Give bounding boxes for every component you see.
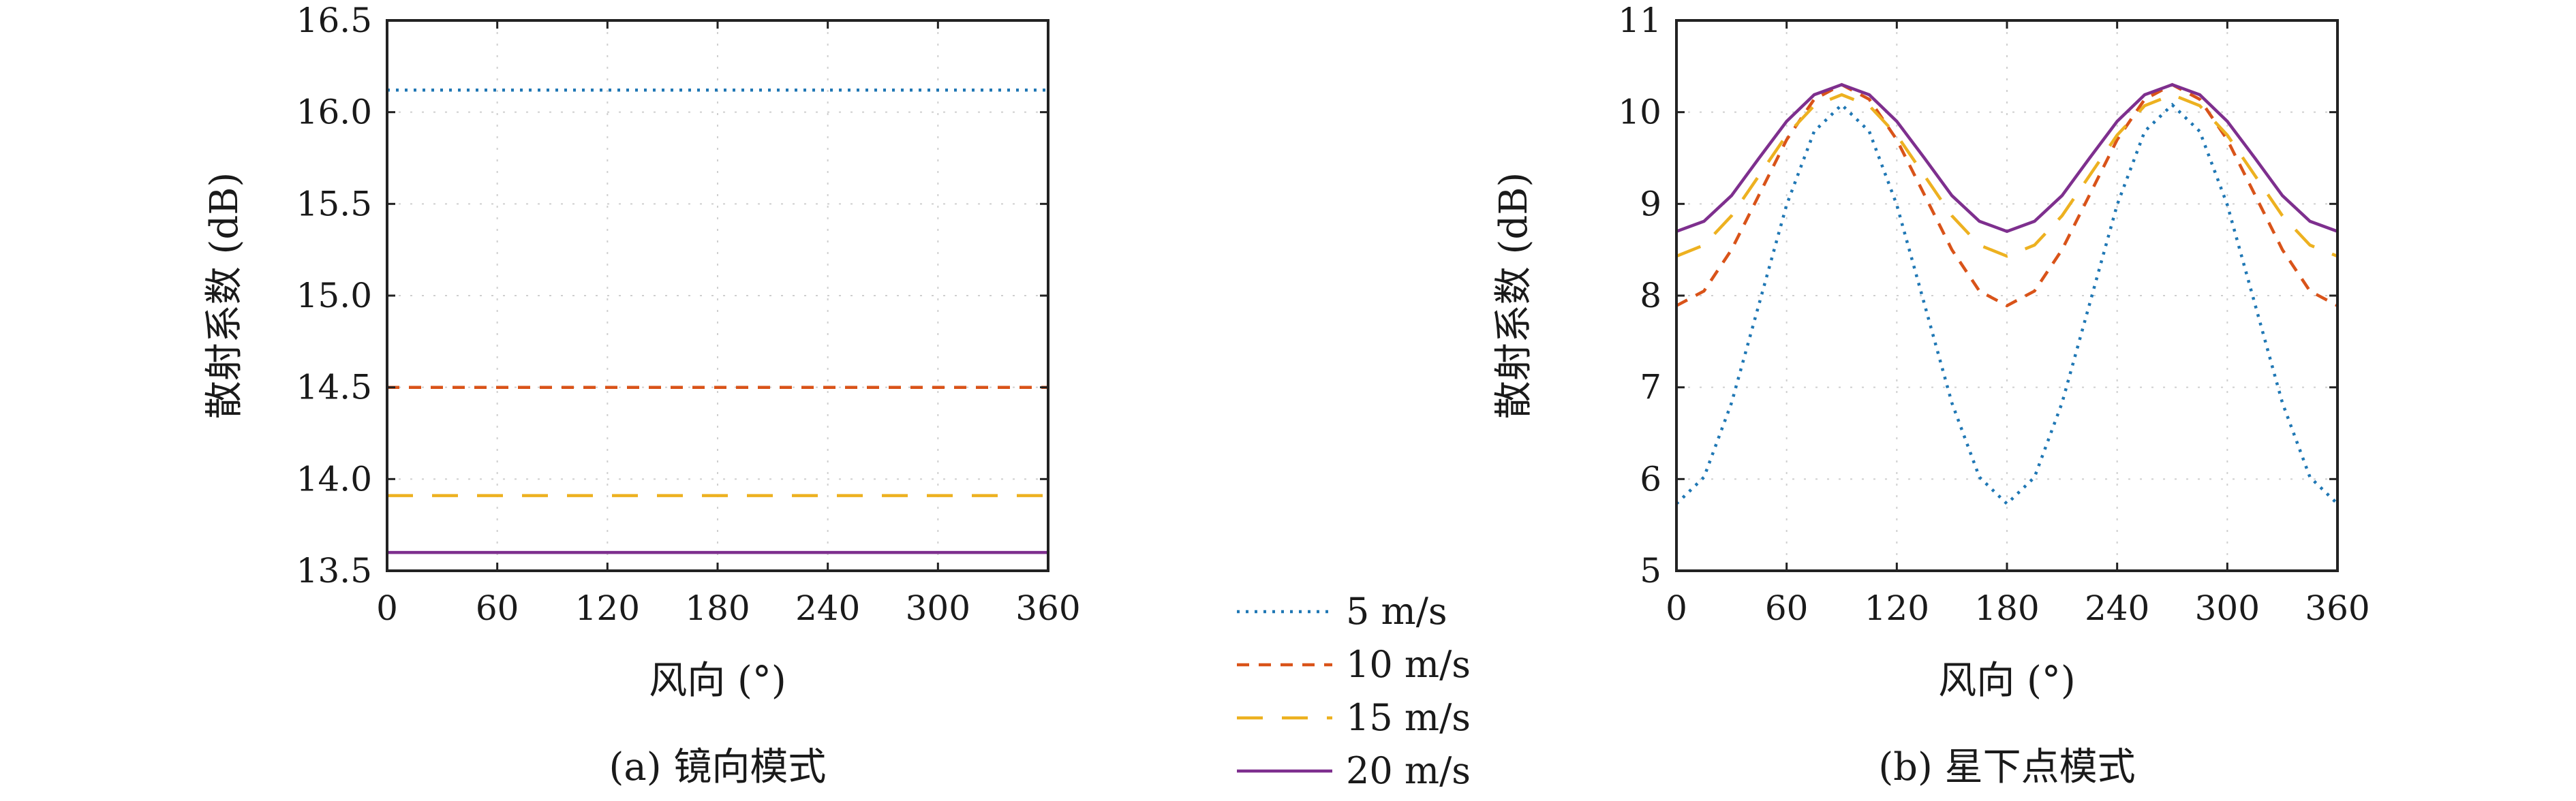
panel-caption: (a) 镜向模式 [609,745,827,789]
y-tick-label: 13.5 [296,551,372,591]
x-axis-label: 风向 (°) [1938,659,2076,703]
y-tick-label: 14.5 [296,368,372,407]
x-tick-label: 240 [2085,588,2149,628]
y-tick-label: 11 [1618,1,1661,40]
series-line-10-m-s [1675,82,2339,308]
x-tick-label: 60 [476,588,519,628]
y-axis-label: 散射系数 (dB) [202,172,247,420]
series-line-20-m-s [1676,82,2338,234]
legend-label: 20 m/s [1346,749,1471,792]
x-tick-label: 120 [1865,588,1929,628]
series-line-15-m-s [1676,93,2338,258]
y-tick-label: 16.5 [296,1,372,40]
y-tick-label: 5 [1640,551,1661,591]
x-tick-label: 300 [906,588,970,628]
x-axis-label: 风向 (°) [649,659,786,703]
y-tick-label: 14.0 [296,459,372,499]
y-tick-label: 16.0 [296,93,372,132]
panel-caption: (b) 星下点模式 [1878,745,2135,789]
y-tick-label: 10 [1618,93,1661,132]
y-tick-label: 9 [1640,184,1661,223]
x-tick-label: 0 [376,588,398,628]
x-tick-label: 240 [795,588,860,628]
y-tick-label: 8 [1640,276,1661,315]
x-tick-label: 300 [2195,588,2260,628]
x-tick-label: 120 [575,588,640,628]
y-axis-label: 散射系数 (dB) [1492,172,1536,420]
legend: 5 m/s 10 m/s 15 m/s 20 m/s [1237,590,1471,792]
x-tick-label: 360 [1015,588,1080,628]
legend-label: 10 m/s [1346,643,1471,686]
y-tick-label: 15.5 [296,184,372,223]
series-line-5-m-s [1675,102,2339,506]
y-tick-label: 7 [1640,368,1661,407]
y-tick-label: 6 [1640,459,1661,499]
y-tick-label: 15.0 [296,276,372,315]
legend-label: 5 m/s [1346,590,1447,633]
chart-b-nadir-mode: 0 60 120 180 240 300 360 5 6 7 8 9 10 11 风向 (°) 散射系数 (d… [1492,1,2370,789]
x-tick-label: 60 [1765,588,1809,628]
x-tick-label: 180 [685,588,750,628]
x-tick-label: 0 [1666,588,1687,628]
x-tick-label: 360 [2305,588,2370,628]
x-tick-label: 180 [1974,588,2039,628]
legend-label: 15 m/s [1346,696,1471,739]
chart-a-specular-mode: 0 60 120 180 240 300 360 13.5 14.0 14.5 15.0 15.5 16… [202,1,1081,789]
